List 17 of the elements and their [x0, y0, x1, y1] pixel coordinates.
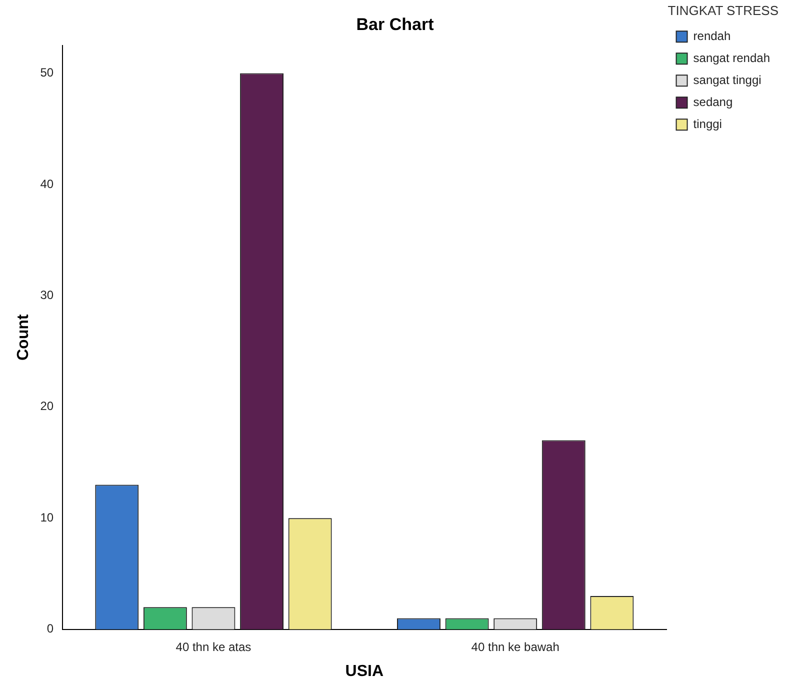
y-tick-label: 30 — [40, 288, 54, 302]
y-tick-label: 0 — [46, 622, 54, 636]
y-tick-label: 20 — [40, 399, 54, 414]
legend-label: sangat rendah — [693, 50, 770, 65]
x-axis-title: USIA — [345, 662, 384, 680]
x-tick-label: 40 thn ke atas — [176, 640, 252, 654]
y-tick-label: 10 — [40, 510, 54, 524]
legend-label: tinggi — [693, 116, 722, 131]
chart-title: Bar Chart — [356, 14, 434, 34]
y-axis-title: Count — [15, 314, 32, 360]
legend-title: TINGKAT STRESS — [668, 3, 779, 18]
legend-label: rendah — [693, 28, 731, 43]
legend-label: sedang — [693, 94, 733, 109]
x-tick-label: 40 thn ke bawah — [471, 640, 560, 654]
y-tick-label: 50 — [40, 66, 54, 80]
y-tick-label: 40 — [40, 176, 54, 191]
legend-label: sangat tinggi — [693, 72, 762, 87]
